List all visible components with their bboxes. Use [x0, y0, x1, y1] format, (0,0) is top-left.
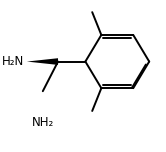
Polygon shape	[27, 58, 58, 65]
Text: H₂N: H₂N	[2, 55, 25, 68]
Text: NH₂: NH₂	[32, 116, 54, 129]
